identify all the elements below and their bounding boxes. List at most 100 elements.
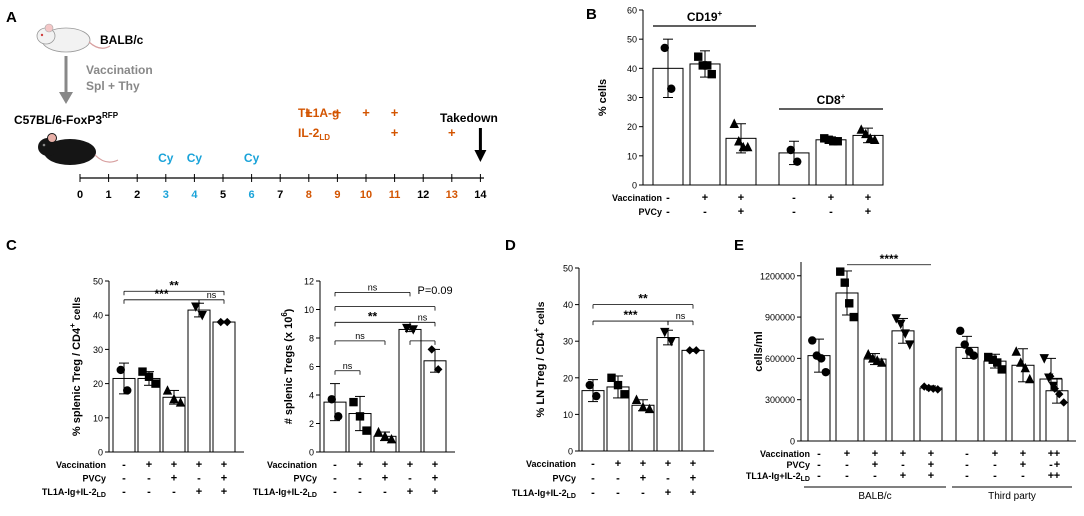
- y-tick-label: 0: [568, 447, 573, 457]
- condition-sign: -: [172, 486, 176, 498]
- condition-row-label: Vaccination: [56, 460, 106, 470]
- timeline-tick-label: 11: [389, 189, 401, 201]
- significance-label: ns: [418, 312, 428, 322]
- condition-row-label-text: Vaccination: [760, 449, 810, 459]
- data-point: [138, 367, 147, 376]
- tl1a-dose-mark: +: [334, 105, 342, 120]
- condition-sign: +: [432, 486, 438, 498]
- data-point: [845, 299, 854, 308]
- data-point: [933, 385, 942, 394]
- donor-mouse-icon: [36, 23, 111, 53]
- y-tick-label: 10: [627, 151, 637, 161]
- condition-row-label-text: TL1A-Ig+IL-2: [512, 488, 567, 498]
- condition-sign: -: [616, 473, 620, 485]
- condition-sign: -: [122, 459, 126, 471]
- timeline-tick-label: 12: [417, 189, 429, 201]
- data-point: [116, 365, 125, 375]
- condition-sign: +: [382, 473, 388, 485]
- y-axis-label-text: # splenic Tregs (x 10: [283, 317, 295, 425]
- condition-sign: -: [873, 470, 877, 482]
- condition-sign: +: [690, 458, 696, 470]
- condition-row-label-sub: LD: [97, 492, 106, 499]
- data-point: [786, 145, 795, 155]
- data-point: [434, 365, 443, 374]
- significance-label: ns: [368, 282, 378, 292]
- condition-sign: +: [196, 486, 202, 498]
- condition-sign: +: [702, 192, 708, 204]
- y-axis-label: cells/ml: [753, 331, 765, 371]
- data-point: [877, 357, 887, 367]
- condition-sign: +: [738, 192, 744, 204]
- condition-row-label-text: TL1A-Ig+IL-2: [42, 487, 97, 497]
- group-label: CD19+: [687, 9, 723, 24]
- condition-sign: -: [197, 473, 201, 485]
- data-point: [861, 128, 871, 139]
- condition-sign: -: [993, 459, 997, 471]
- y-tick-label: 10: [563, 410, 573, 420]
- significance-label: ns: [355, 331, 365, 341]
- condition-row-label-text: PVCy: [786, 460, 810, 470]
- data-point: [380, 431, 390, 441]
- condition-row-label-text: PVCy: [552, 474, 576, 484]
- condition-sign: +: [872, 459, 878, 471]
- bar: [187, 309, 211, 453]
- y-axis-label: # splenic Tregs (x 106): [280, 309, 295, 425]
- y-tick-label: 0: [632, 181, 637, 191]
- condition-row-label-text: Vaccination: [526, 459, 576, 469]
- y-axis-label: % LN Treg / CD4+ cells: [532, 301, 547, 417]
- condition-sign: +: [928, 448, 934, 460]
- condition-sign: +: [828, 192, 834, 204]
- data-point: [123, 386, 132, 395]
- y-tick-label: 0: [309, 448, 314, 458]
- data-point: [820, 134, 829, 143]
- condition-sign: +: [407, 459, 413, 471]
- bar: [919, 387, 943, 442]
- tl1a-dose-mark: +: [362, 105, 370, 120]
- y-axis-label-sup: +: [68, 323, 77, 328]
- il2-label: IL-2LD: [298, 126, 330, 142]
- tl1a-label: TL1A-g: [298, 106, 339, 120]
- condition-sign: -: [383, 486, 387, 498]
- condition-sign: +: [738, 206, 744, 218]
- y-tick-label: 20: [627, 122, 637, 132]
- data-point: [808, 336, 817, 345]
- significance-label: ns: [343, 361, 353, 371]
- data-point: [362, 426, 371, 435]
- condition-sign: +: [900, 448, 906, 460]
- bar: [398, 328, 422, 453]
- y-tick-label: 30: [93, 345, 103, 355]
- data-point: [613, 380, 623, 390]
- data-point: [960, 340, 969, 349]
- data-point: [969, 351, 978, 360]
- y-tick-label: 50: [563, 264, 573, 274]
- condition-row-label: Vaccination: [612, 193, 662, 203]
- condition-row-label: TL1A-Ig+IL-2LD: [512, 488, 576, 500]
- data-point: [151, 379, 160, 388]
- condition-sign: +: [690, 473, 696, 485]
- condition-sign: +: [640, 458, 646, 470]
- condition-sign: -: [147, 473, 151, 485]
- group-label-text: CD8: [817, 93, 841, 107]
- condition-sign: +: [1054, 448, 1060, 460]
- y-tick-label: 20: [563, 373, 573, 383]
- condition-sign: -: [829, 206, 833, 218]
- data-point: [984, 352, 993, 362]
- significance-label: ***: [154, 287, 168, 301]
- data-point: [1050, 384, 1059, 393]
- data-point: [729, 118, 739, 128]
- y-axis-label-end: cells: [71, 297, 83, 323]
- condition-sign: -: [122, 473, 126, 485]
- timeline-tick-label: 8: [306, 189, 312, 201]
- data-point: [660, 43, 669, 53]
- condition-sign: -: [703, 206, 707, 218]
- data-point: [1016, 357, 1026, 367]
- condition-row-label: TL1A-Ig+IL-2LD: [746, 471, 810, 483]
- y-tick-label: 600000: [765, 354, 795, 364]
- data-point: [988, 355, 997, 364]
- condition-sign: +: [1020, 459, 1026, 471]
- timeline-tick-label: 0: [77, 189, 83, 201]
